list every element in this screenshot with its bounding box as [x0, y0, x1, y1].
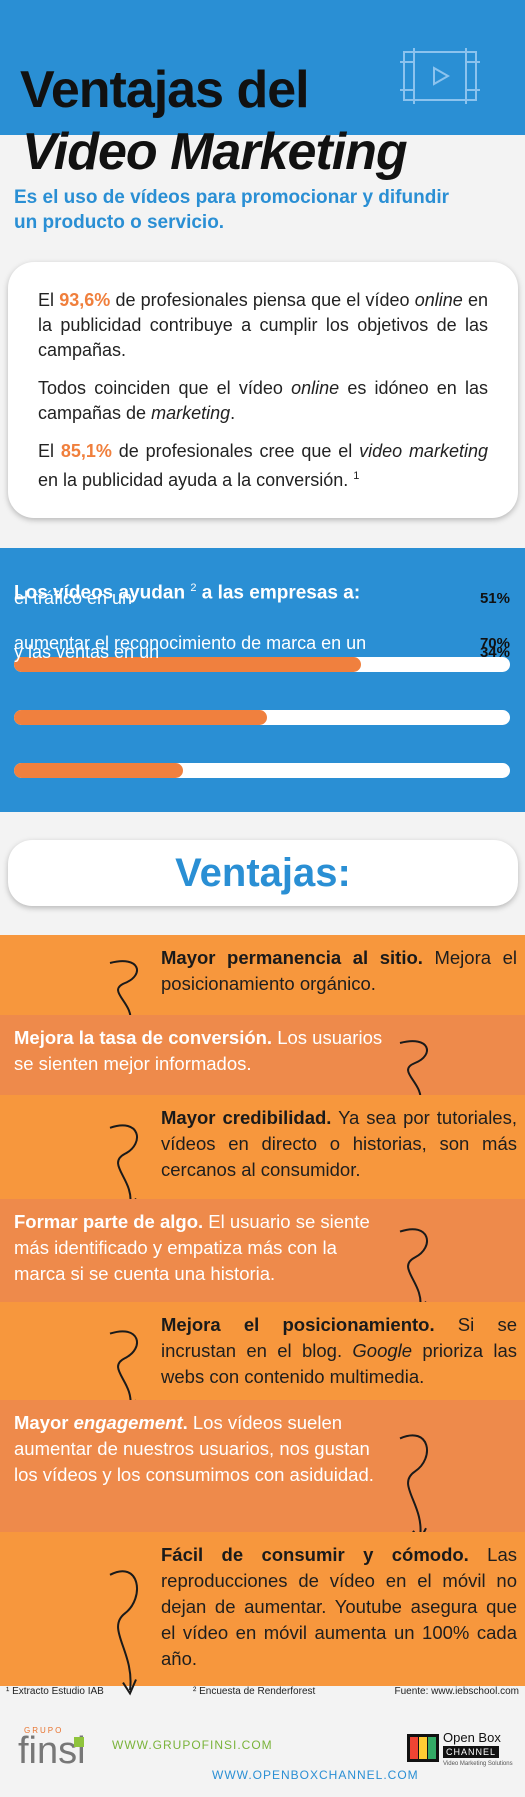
- advantage-body: Ya sea por tutoriales, vídeos en directo…: [161, 1107, 517, 1180]
- advantage-title: Mejora la tasa de conversión.: [14, 1027, 273, 1048]
- advantage-text: Mayor credibilidad. Ya sea por tutoriale…: [161, 1105, 517, 1183]
- advantage-body: Google: [352, 1340, 413, 1361]
- advantage-body: Si se incrustan en el blog.: [161, 1314, 517, 1361]
- advantage-title: Mejora el posicionamiento.: [161, 1314, 435, 1335]
- advantage-row: Mayor engagement. Los vídeos suelen aume…: [0, 1400, 525, 1542]
- bar-track: [14, 657, 510, 672]
- source: Fuente: www.iebschool.com: [394, 1686, 519, 1697]
- advantage-body: Los vídeos suelen aumentar de nuestros u…: [14, 1412, 374, 1485]
- advantage-text: Fácil de consumir y cómodo. Las reproduc…: [161, 1542, 517, 1672]
- stat-value: 34%: [479, 644, 510, 661]
- advantage-row: Mayor credibilidad. Ya sea por tutoriale…: [0, 1095, 525, 1210]
- advantage-row: Mejora el posicionamiento. Si se incrust…: [0, 1302, 525, 1411]
- text: en la publicidad ayuda a la conversión.: [38, 470, 349, 490]
- advantage-title: Formar parte de algo.: [14, 1211, 204, 1232]
- advantage-body: Los usuarios se sienten mejor informados…: [14, 1027, 383, 1074]
- logo-box: [407, 1734, 439, 1762]
- advantage-title: Fácil de consumir y cómodo.: [161, 1544, 469, 1565]
- intro-paragraph: Todos coinciden que el vídeo online es i…: [38, 376, 488, 426]
- highlight: 85,1%: [60, 441, 112, 461]
- bar: [14, 710, 267, 725]
- text: a las empresas a:: [201, 582, 361, 604]
- advantage-title: engagement: [73, 1412, 183, 1433]
- stats-heading: Los vídeos ayudan 2 a las empresas a:: [14, 582, 360, 604]
- text: Los vídeos ayudan: [14, 582, 186, 604]
- stat-label: y las ventas en un: [14, 642, 160, 662]
- footnote-ref: 2: [190, 582, 197, 594]
- stat-label: aumentar el reconocimiento de marca en u…: [14, 633, 367, 653]
- text: online: [414, 290, 463, 310]
- highlight: 93,6%: [59, 290, 111, 310]
- stat-value: 51%: [479, 590, 510, 607]
- text: de profesionales cree que el: [118, 441, 353, 461]
- logo-badge: CHANNEL: [443, 1746, 500, 1758]
- text: .: [230, 403, 236, 423]
- intro-card: El 93,6% de profesionales piensa que el …: [8, 262, 518, 518]
- advantage-text: Mejora el posicionamiento. Si se incrust…: [161, 1312, 517, 1390]
- advantage-row: Fácil de consumir y cómodo. Las reproduc…: [0, 1532, 525, 1696]
- text: marketing: [151, 403, 231, 423]
- advantage-text: Mayor engagement. Los vídeos suelen aume…: [14, 1410, 384, 1488]
- url: WWW.GRUPOFINSI.COM: [112, 1738, 273, 1752]
- advantage-title: Mayor credibilidad.: [161, 1107, 332, 1128]
- advantage-row: Mayor permanencia al sitio. Mejora el po…: [0, 935, 525, 1026]
- advantage-text: Mayor permanencia al sitio. Mejora el po…: [161, 945, 517, 997]
- footnote: ² Encuesta de Renderforest: [193, 1686, 316, 1697]
- header-band: [0, 0, 525, 135]
- advantages-card: Ventajas:: [8, 840, 518, 906]
- text: Todos coinciden que el vídeo: [38, 378, 283, 398]
- logo-tagline: Video Marketing Solutions: [443, 1761, 513, 1767]
- bar-track: [14, 763, 510, 778]
- text: El: [38, 441, 55, 461]
- advantage-body: Mejora el posicionamiento orgánico.: [161, 947, 517, 994]
- advantage-body: prioriza las webs con contenido multimed…: [161, 1340, 517, 1387]
- text: es idóneo en las campañas de: [38, 378, 488, 423]
- text: El: [38, 290, 55, 310]
- text: de profesionales piensa que el vídeo: [115, 290, 410, 310]
- logo-right: Open Box: [443, 1730, 501, 1745]
- footnote-ref: 1: [353, 470, 360, 482]
- advantage-text: Formar parte de algo. El usuario se sien…: [14, 1209, 384, 1287]
- title-line2: Video Marketing: [22, 123, 408, 181]
- stat-label: el tráfico en un: [14, 588, 133, 608]
- advantage-title: .: [182, 1412, 188, 1433]
- logo-dot: [74, 1737, 84, 1747]
- bar: [14, 763, 183, 778]
- intro-paragraph: El 85,1% de profesionales cree que el vi…: [38, 439, 488, 493]
- advantage-text: Mejora la tasa de conversión. Los usuari…: [14, 1025, 384, 1077]
- url: WWW.OPENBOXCHANNEL.COM: [212, 1768, 419, 1782]
- advantage-body: Las reproducciones de vídeo en el móvil …: [161, 1544, 517, 1669]
- intro-paragraph: El 93,6% de profesionales piensa que el …: [38, 288, 488, 363]
- logo-small: GRUPO: [24, 1726, 64, 1735]
- advantage-title: Mayor: [14, 1412, 69, 1433]
- stats-section: Los vídeos ayudan 2 a las empresas a: au…: [0, 548, 525, 812]
- title-line1: Ventajas del: [20, 61, 310, 119]
- stat-value: 70%: [479, 635, 510, 652]
- arrow: [109, 1570, 138, 1696]
- advantages-heading: Ventajas:: [175, 851, 351, 895]
- advantage-row: Mejora la tasa de conversión. Los usuari…: [0, 1015, 525, 1106]
- text: en la publicidad contribuye a cumplir lo…: [38, 290, 488, 360]
- advantage-body: El usuario se siente más identificado y …: [14, 1211, 370, 1284]
- video-icon: [400, 48, 480, 104]
- text: video marketing: [359, 441, 488, 461]
- text: online: [291, 378, 340, 398]
- bar-track: [14, 710, 510, 725]
- bar: [14, 657, 362, 672]
- advantage-row: Formar parte de algo. El usuario se sien…: [0, 1199, 525, 1313]
- footnote: ¹ Extracto Estudio IAB: [6, 1686, 104, 1697]
- advantage-title: Mayor permanencia al sitio.: [161, 947, 423, 968]
- subtitle: Es el uso de vídeos para promocionar y d…: [14, 187, 449, 233]
